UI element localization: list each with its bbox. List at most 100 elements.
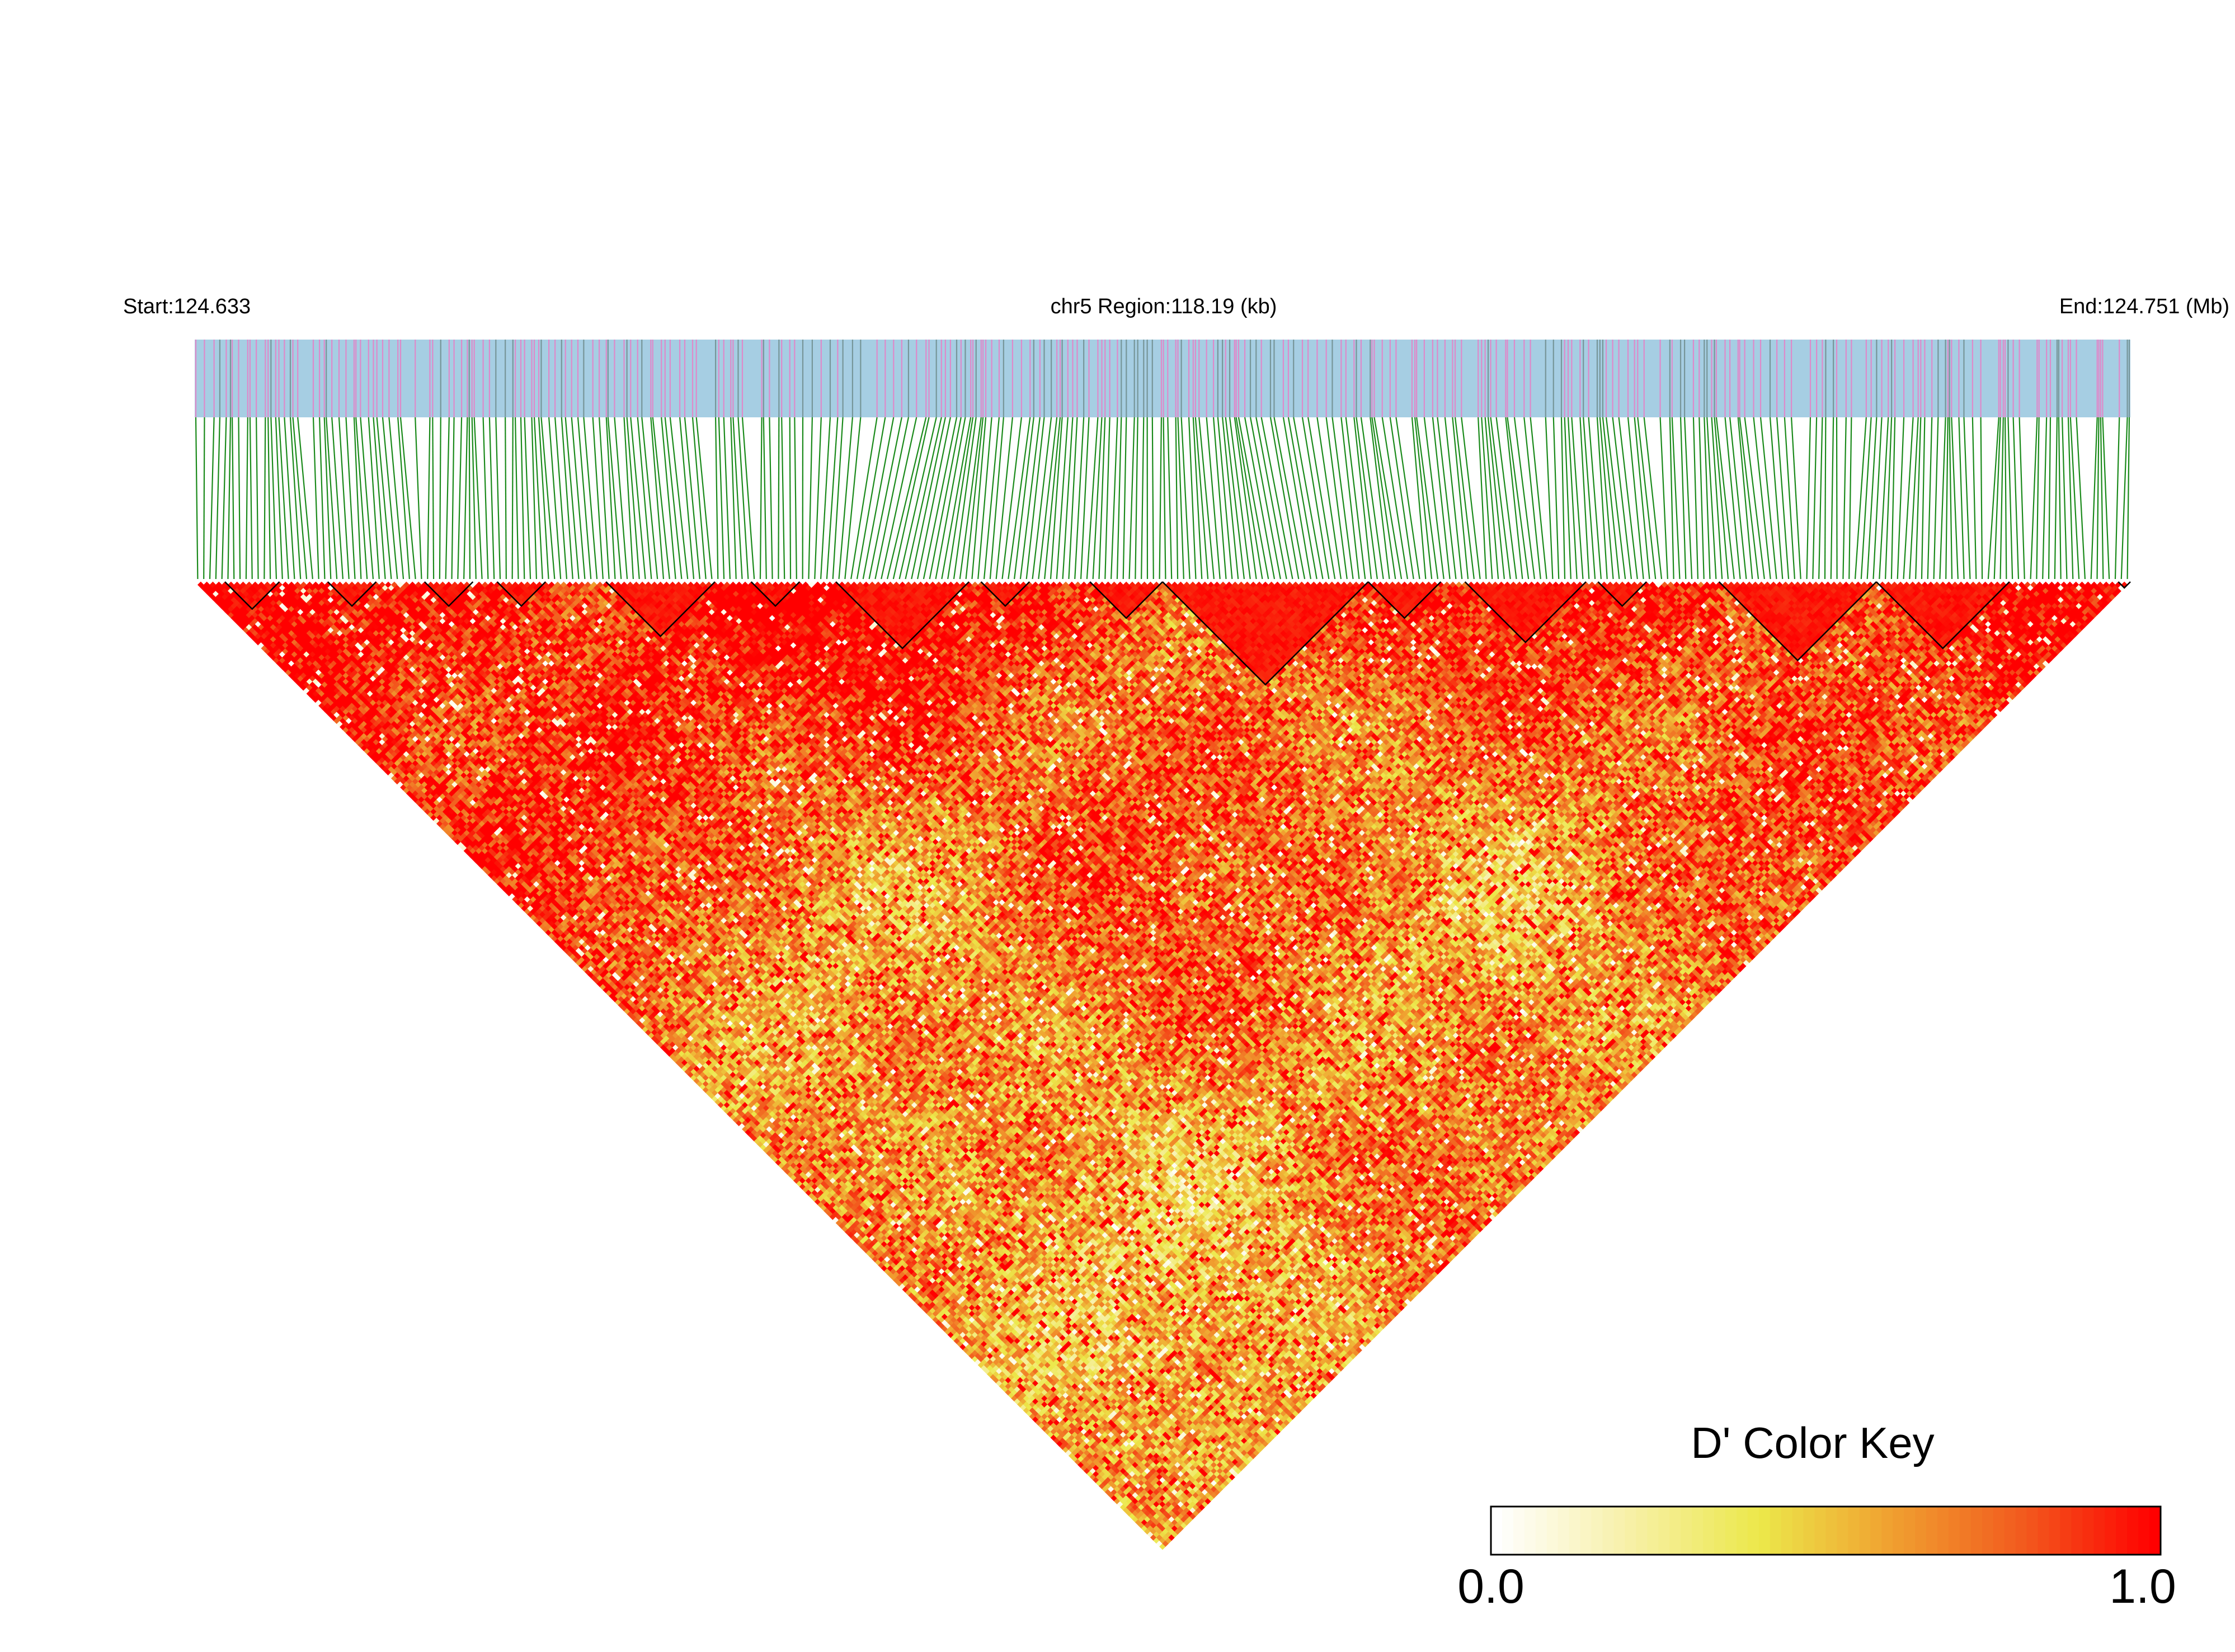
snp-connector-line	[1176, 417, 1178, 579]
snp-connector-line	[284, 417, 294, 579]
snp-connector-line	[716, 417, 718, 579]
snp-connector-line	[246, 417, 248, 579]
snp-connector-line	[769, 417, 772, 579]
snp-connector-line	[794, 417, 796, 579]
snp-connector-line	[1707, 417, 1716, 579]
snp-connector-line	[1928, 417, 1932, 579]
snp-connector-line	[1152, 417, 1154, 579]
snp-connector-line	[2115, 417, 2119, 579]
snp-connector-line	[2121, 417, 2128, 579]
snp-connector-line	[1014, 417, 1034, 579]
snp-connector-line	[790, 417, 791, 579]
snp-connector-line	[1390, 417, 1414, 579]
snp-connector-line	[851, 417, 877, 579]
snp-connector-line	[1843, 417, 1846, 579]
snp-connector-line	[1819, 417, 1822, 579]
snp-connector-line	[525, 417, 530, 579]
snp-connector-line	[469, 417, 470, 579]
snp-connector-line	[1135, 417, 1137, 579]
snp-connector-line	[1959, 417, 1964, 579]
snp-connector-line	[778, 417, 779, 579]
snp-connector-line	[360, 417, 373, 579]
snp-connector-line	[1497, 417, 1517, 579]
snp-connector-line	[232, 417, 234, 579]
snp-connector-line	[1168, 417, 1171, 579]
snp-connector-line	[1554, 417, 1559, 579]
snp-connector-line	[815, 417, 821, 579]
snp-connector-line	[2031, 417, 2038, 579]
snp-connector-line	[2128, 417, 2129, 579]
snp-connector-line	[1141, 417, 1144, 579]
snp-connector-line	[996, 417, 1013, 579]
snp-connector-line	[216, 417, 220, 579]
snp-connector-line	[250, 417, 252, 579]
snp-connector-line	[383, 417, 397, 579]
snp-connector-line	[1130, 417, 1135, 579]
snp-connector-line	[505, 417, 506, 579]
snp-connector-line	[319, 417, 324, 579]
snp-connector-line	[1681, 417, 1686, 579]
snp-connector-line	[608, 417, 621, 579]
snp-connector-line	[1940, 417, 1945, 579]
snp-connector-line	[764, 417, 766, 579]
snp-connector-line	[1770, 417, 1782, 579]
snp-connector-line	[2008, 417, 2012, 579]
snp-connector-line	[2043, 417, 2046, 579]
snp-connector-line	[549, 417, 561, 579]
snp-connector-line	[458, 417, 462, 579]
snp-connector-line	[808, 417, 812, 579]
snp-connector-line	[2102, 417, 2109, 579]
snp-connector-line	[719, 417, 724, 579]
snp-connector-line	[2001, 417, 2003, 579]
snp-connector-line	[1226, 417, 1244, 579]
snp-connector-line	[1855, 417, 1866, 579]
snp-connector-line	[782, 417, 784, 579]
snp-connector-line	[210, 417, 214, 579]
snp-connector-line	[1256, 417, 1286, 579]
snp-connector-line	[1898, 417, 1904, 579]
snp-connector-line	[1964, 417, 1970, 579]
snp-connector-line	[857, 417, 885, 579]
snp-connector-line	[863, 417, 893, 579]
snp-connector-line	[1452, 417, 1468, 579]
snp-connector-line	[1861, 417, 1871, 579]
snp-connector-line	[1946, 417, 1948, 579]
snp-connector-line	[2036, 417, 2039, 579]
snp-connector-line	[2091, 417, 2097, 579]
snp-connector-line	[1546, 417, 1553, 579]
snp-connector-line	[2013, 417, 2018, 579]
snp-connector-line	[738, 417, 748, 579]
snp-connector-line	[228, 417, 230, 579]
snp-connector-line	[222, 417, 227, 579]
snp-connector-line	[521, 417, 524, 579]
snp-connector-line	[415, 417, 421, 579]
snp-connector-line	[578, 417, 591, 579]
snp-connector-line	[496, 417, 500, 579]
snp-connector-line	[900, 417, 937, 579]
snp-connector-line	[887, 417, 926, 579]
snp-connector-line	[490, 417, 494, 579]
snp-connector-line	[1111, 417, 1117, 579]
snp-connector-line	[2055, 417, 2057, 579]
snp-connector-line	[515, 417, 518, 579]
snp-connector-line	[1374, 417, 1401, 579]
snp-connector-line	[1478, 417, 1486, 579]
position-track-background	[195, 340, 2130, 417]
snp-connector-line	[1704, 417, 1710, 579]
snp-connector-line	[572, 417, 585, 579]
snp-connector-line	[1891, 417, 1895, 579]
snp-connector-line	[483, 417, 488, 579]
snp-connector-line	[960, 417, 981, 579]
snp-connector-line	[760, 417, 762, 579]
snp-connector-line	[1922, 417, 1925, 579]
snp-connector-line	[2062, 417, 2067, 579]
snp-connector-line	[875, 417, 909, 579]
snp-connector-line	[845, 417, 860, 579]
snp-connector-line	[2097, 417, 2099, 579]
snp-connector-line	[1123, 417, 1127, 579]
snp-connector-line	[1271, 417, 1298, 579]
snp-connector-line	[742, 417, 754, 579]
snp-connector-line	[2059, 417, 2061, 579]
snp-connector-line	[1807, 417, 1810, 579]
snp-connector-line	[464, 417, 467, 579]
